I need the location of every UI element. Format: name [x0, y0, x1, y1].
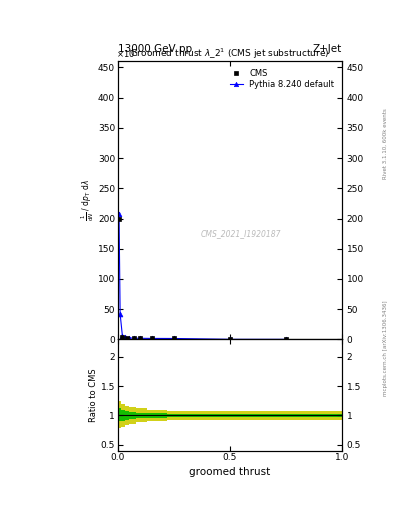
CMS	[284, 336, 288, 343]
Y-axis label: $\frac{1}{\mathrm{d}N}$ / $\mathrm{d}p_\mathrm{T}$ $\mathrm{d}\lambda$: $\frac{1}{\mathrm{d}N}$ / $\mathrm{d}p_\…	[80, 179, 97, 221]
Text: Rivet 3.1.10, 600k events: Rivet 3.1.10, 600k events	[383, 108, 387, 179]
Text: 13000 GeV pp: 13000 GeV pp	[118, 44, 192, 54]
Legend: CMS, Pythia 8.240 default: CMS, Pythia 8.240 default	[227, 66, 338, 92]
Pythia 8.240 default	[117, 210, 121, 217]
CMS	[120, 334, 125, 340]
CMS	[149, 335, 154, 342]
Text: CMS_2021_I1920187: CMS_2021_I1920187	[201, 229, 281, 238]
X-axis label: groomed thrust: groomed thrust	[189, 466, 270, 477]
CMS	[172, 335, 176, 342]
CMS	[228, 336, 232, 343]
Pythia 8.240 default	[172, 335, 176, 342]
CMS	[125, 335, 129, 341]
Pythia 8.240 default	[149, 335, 154, 342]
Text: mcplots.cern.ch [arXiv:1306.3436]: mcplots.cern.ch [arXiv:1306.3436]	[383, 301, 387, 396]
Pythia 8.240 default	[127, 335, 131, 341]
Y-axis label: Ratio to CMS: Ratio to CMS	[89, 368, 98, 422]
Pythia 8.240 default	[228, 336, 232, 343]
CMS	[138, 335, 143, 342]
CMS	[117, 216, 121, 222]
Line: CMS: CMS	[117, 216, 288, 342]
CMS	[131, 335, 136, 341]
Line: Pythia 8.240 default: Pythia 8.240 default	[117, 211, 288, 342]
Text: $\times10$: $\times10$	[116, 48, 135, 59]
Pythia 8.240 default	[284, 336, 288, 343]
Title: Groomed thrust $\lambda\_2^1$ (CMS jet substructure): Groomed thrust $\lambda\_2^1$ (CMS jet s…	[130, 47, 330, 61]
Pythia 8.240 default	[120, 333, 125, 339]
Pythia 8.240 default	[122, 334, 127, 340]
Pythia 8.240 default	[138, 335, 143, 342]
Pythia 8.240 default	[118, 311, 123, 317]
Pythia 8.240 default	[131, 335, 136, 341]
Text: Z+Jet: Z+Jet	[313, 44, 342, 54]
